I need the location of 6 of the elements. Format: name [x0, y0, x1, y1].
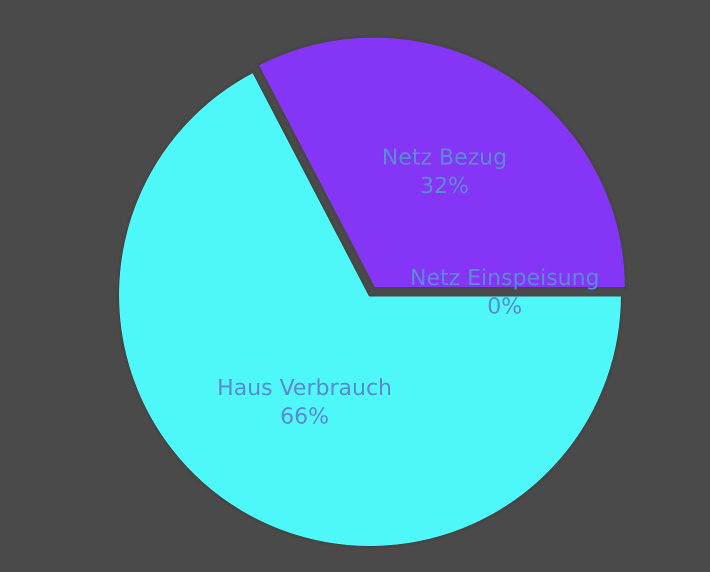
data-label: 66%	[280, 404, 330, 430]
data-label: 32%	[420, 174, 469, 199]
slice-label: Haus Verbrauch	[217, 376, 392, 402]
slice-label: Netz Bezug	[382, 145, 508, 170]
category-label: Netz Einspeisung	[410, 266, 600, 291]
text: 0%	[487, 294, 522, 320]
